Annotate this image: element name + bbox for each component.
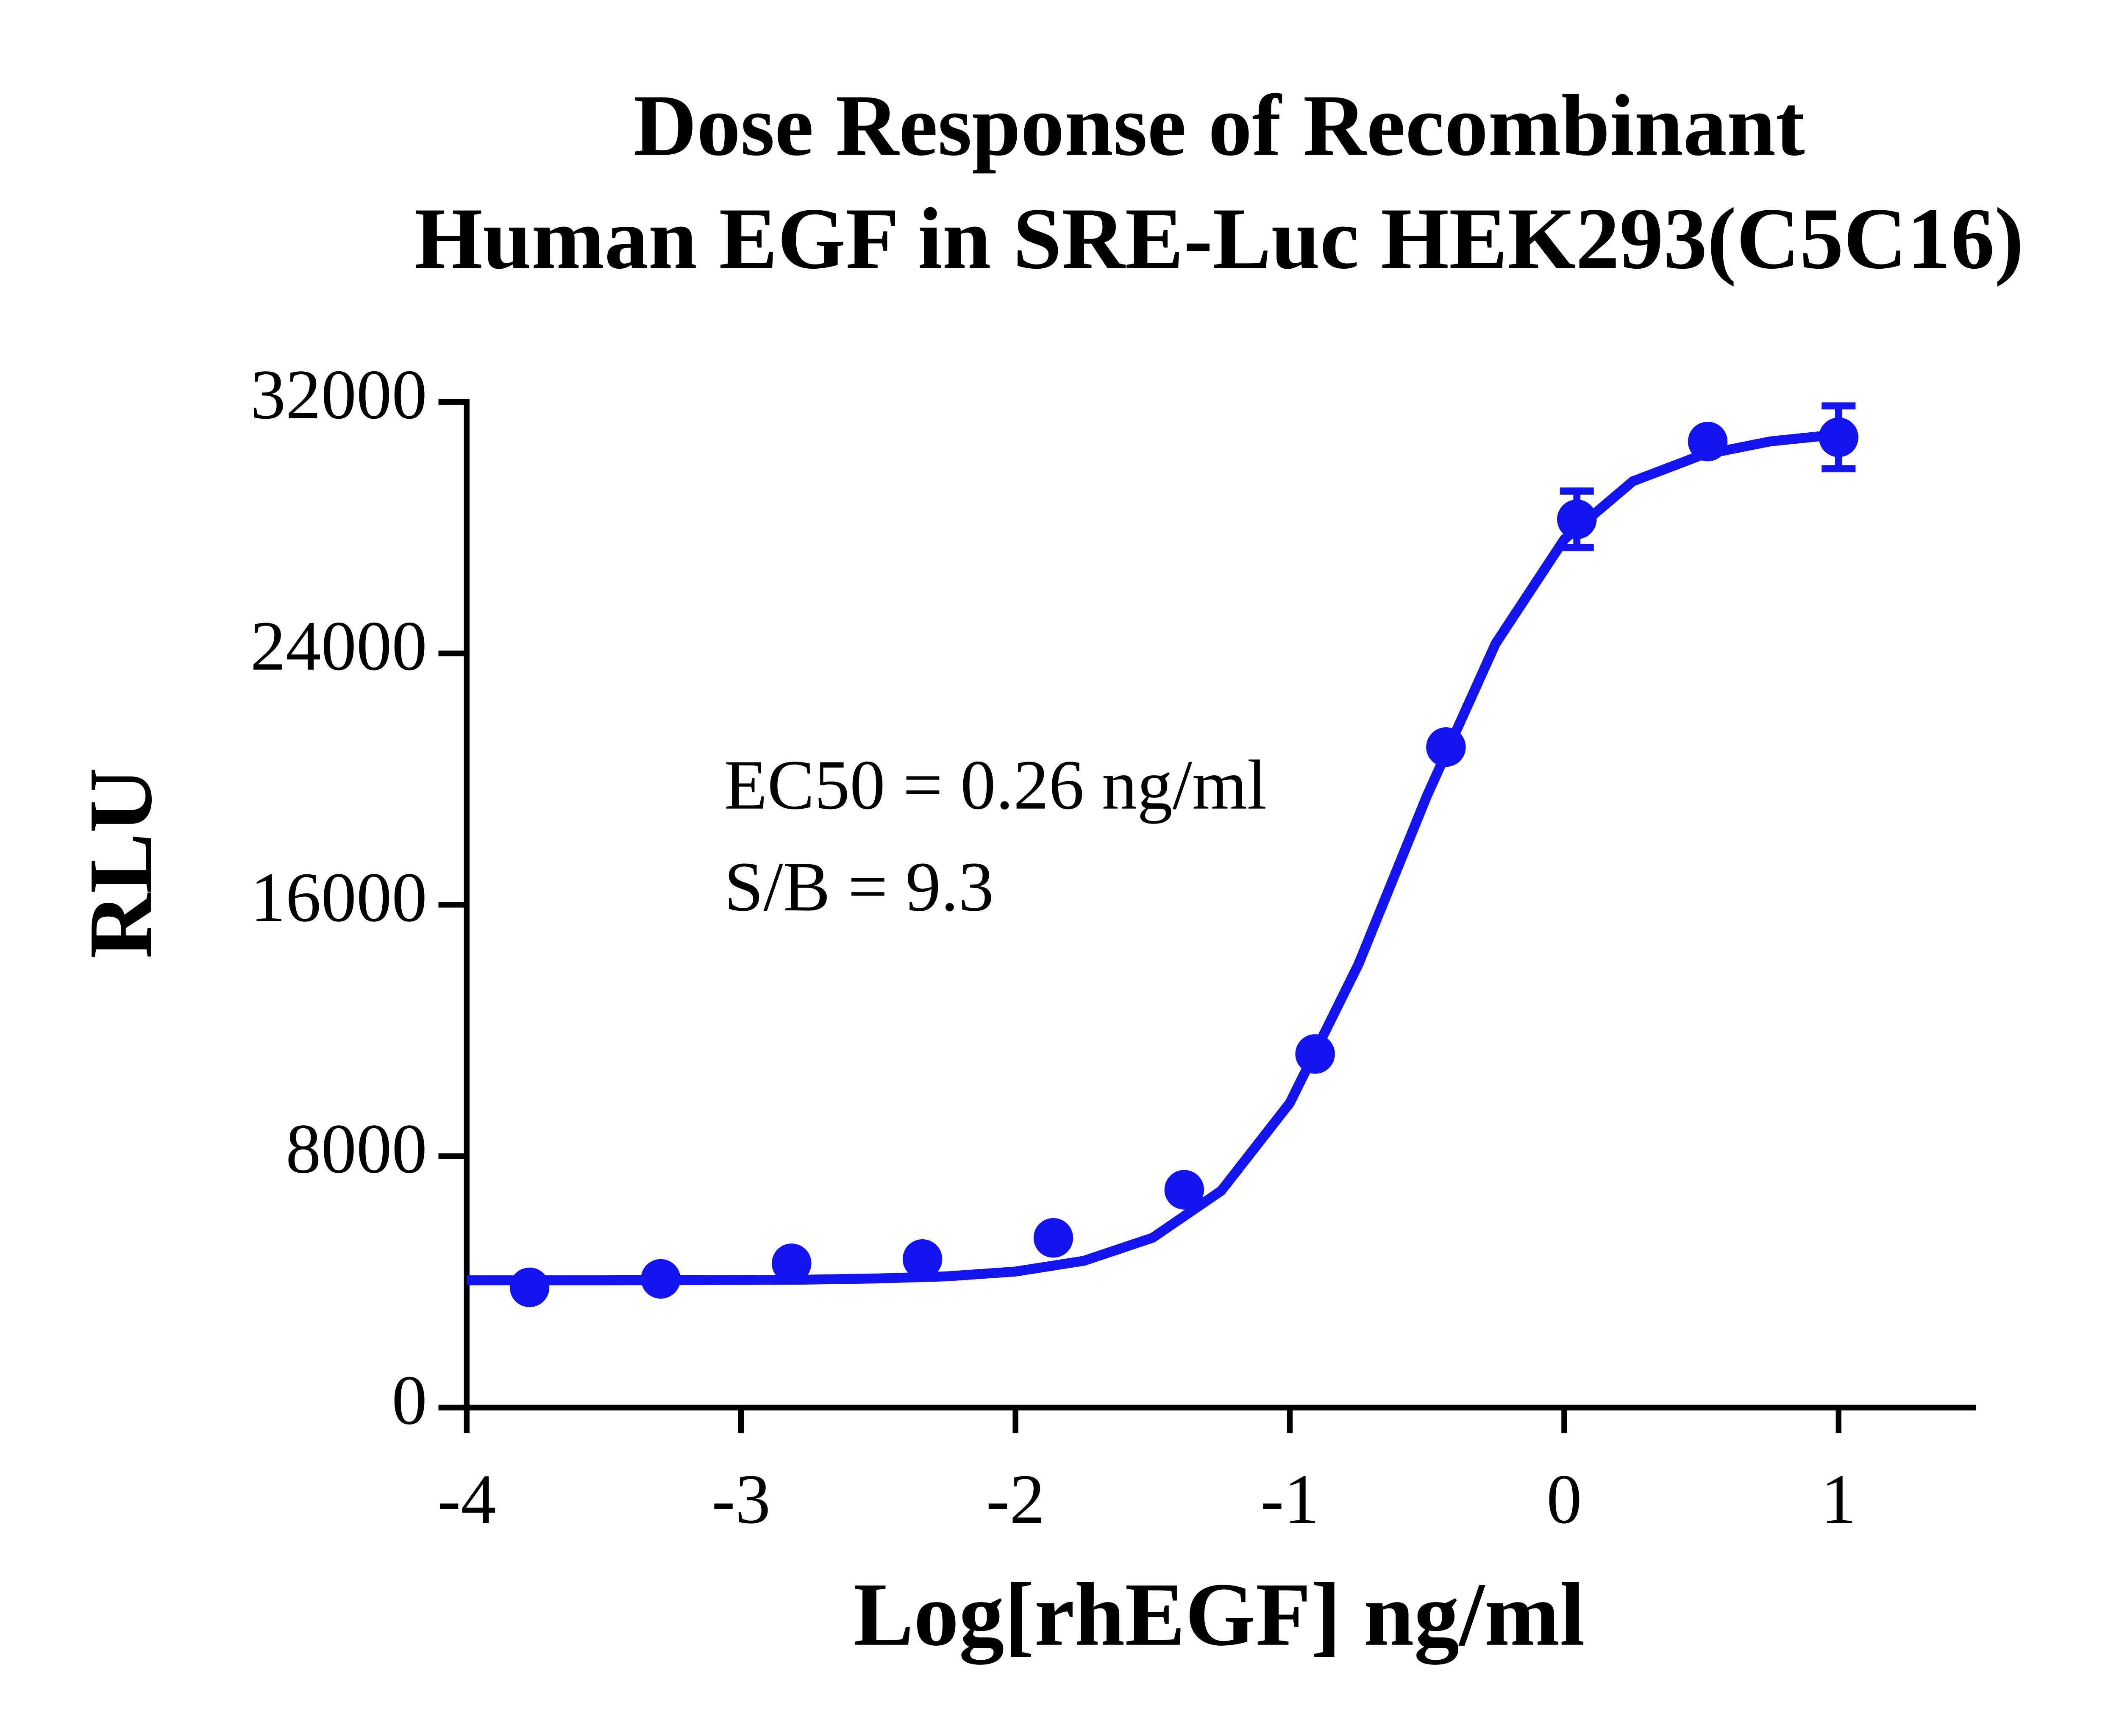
data-point xyxy=(1164,1170,1204,1210)
y-tick-label: 32000 xyxy=(250,356,427,434)
annotation: S/B = 9.3 xyxy=(724,848,994,926)
data-point xyxy=(1033,1218,1073,1258)
chart-title: Dose Response of Recombinant xyxy=(634,77,1805,174)
data-point xyxy=(1426,727,1466,767)
data-point xyxy=(1295,1034,1335,1074)
x-axis-label: Log[rhEGF] ng/ml xyxy=(853,1565,1585,1665)
annotation: EC50 = 0.26 ng/ml xyxy=(724,746,1267,824)
y-tick-label: 0 xyxy=(392,1361,427,1439)
y-tick-label: 16000 xyxy=(250,858,427,937)
x-tick-label: -1 xyxy=(1260,1460,1319,1538)
data-point xyxy=(1819,417,1859,457)
x-tick-label: 1 xyxy=(1821,1460,1856,1538)
data-point xyxy=(509,1267,550,1308)
data-point xyxy=(641,1259,681,1299)
chart-title: Human EGF in SRE-Luc HEK293(C5C16) xyxy=(414,190,2024,287)
data-point xyxy=(1557,499,1597,540)
fit-curve xyxy=(467,429,1839,1285)
x-tick-label: -3 xyxy=(712,1460,770,1538)
x-tick-label: -4 xyxy=(437,1460,496,1538)
y-tick-label: 8000 xyxy=(286,1110,427,1188)
data-point xyxy=(902,1239,943,1279)
x-tick-label: 0 xyxy=(1546,1460,1582,1538)
y-tick-label: 24000 xyxy=(250,607,427,685)
data-point xyxy=(1688,422,1728,462)
x-tick-label: -2 xyxy=(986,1460,1045,1538)
y-axis-label: RLU xyxy=(71,768,171,959)
data-point xyxy=(772,1244,812,1283)
